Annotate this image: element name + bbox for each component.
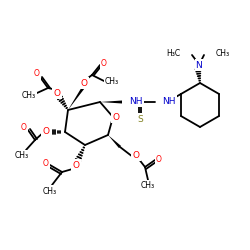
Text: S: S [137, 114, 143, 124]
Text: CH₃: CH₃ [216, 50, 230, 58]
Text: O: O [34, 70, 40, 78]
Text: O: O [156, 154, 162, 164]
Text: CH₃: CH₃ [15, 152, 29, 160]
Text: O: O [42, 128, 50, 136]
Text: O: O [72, 160, 80, 170]
Polygon shape [166, 94, 181, 103]
Text: O: O [54, 88, 60, 98]
Text: H₃C: H₃C [166, 50, 180, 58]
Polygon shape [100, 100, 122, 103]
Text: NH: NH [129, 96, 142, 106]
Text: O: O [132, 150, 140, 160]
Text: CH₃: CH₃ [43, 186, 57, 196]
Text: O: O [101, 60, 107, 68]
Polygon shape [68, 87, 84, 110]
Text: O: O [112, 112, 119, 122]
Text: O: O [21, 124, 27, 132]
Text: N: N [196, 60, 202, 70]
Polygon shape [108, 135, 121, 148]
Text: O: O [80, 78, 87, 88]
Text: CH₃: CH₃ [141, 182, 155, 190]
Text: O: O [43, 158, 49, 168]
Text: NH: NH [162, 96, 175, 106]
Text: CH₃: CH₃ [22, 90, 36, 100]
Text: CH₃: CH₃ [105, 78, 119, 86]
